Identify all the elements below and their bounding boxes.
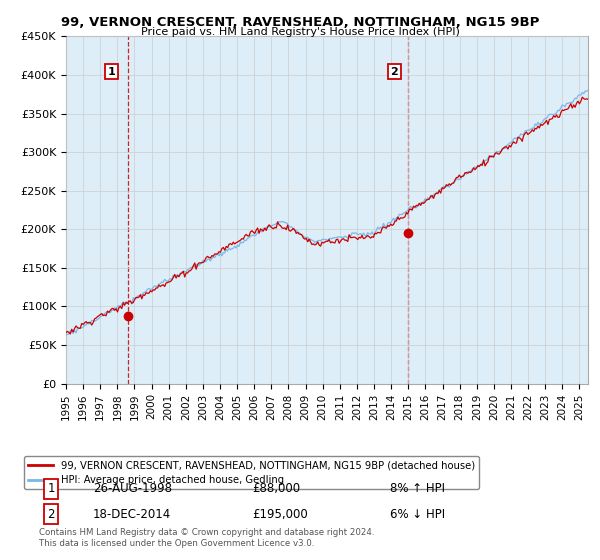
Text: 2: 2 — [391, 67, 398, 77]
Text: 1: 1 — [47, 482, 55, 496]
Text: 1: 1 — [108, 67, 116, 77]
Text: £88,000: £88,000 — [252, 482, 300, 496]
Text: 26-AUG-1998: 26-AUG-1998 — [93, 482, 172, 496]
Text: 18-DEC-2014: 18-DEC-2014 — [93, 507, 171, 521]
Legend: 99, VERNON CRESCENT, RAVENSHEAD, NOTTINGHAM, NG15 9BP (detached house), HPI: Ave: 99, VERNON CRESCENT, RAVENSHEAD, NOTTING… — [24, 456, 479, 489]
Text: Contains HM Land Registry data © Crown copyright and database right 2024.
This d: Contains HM Land Registry data © Crown c… — [39, 528, 374, 548]
Text: 2: 2 — [47, 507, 55, 521]
Text: 6% ↓ HPI: 6% ↓ HPI — [390, 507, 445, 521]
Text: Price paid vs. HM Land Registry's House Price Index (HPI): Price paid vs. HM Land Registry's House … — [140, 27, 460, 37]
Text: 8% ↑ HPI: 8% ↑ HPI — [390, 482, 445, 496]
Text: 99, VERNON CRESCENT, RAVENSHEAD, NOTTINGHAM, NG15 9BP: 99, VERNON CRESCENT, RAVENSHEAD, NOTTING… — [61, 16, 539, 29]
Text: £195,000: £195,000 — [252, 507, 308, 521]
